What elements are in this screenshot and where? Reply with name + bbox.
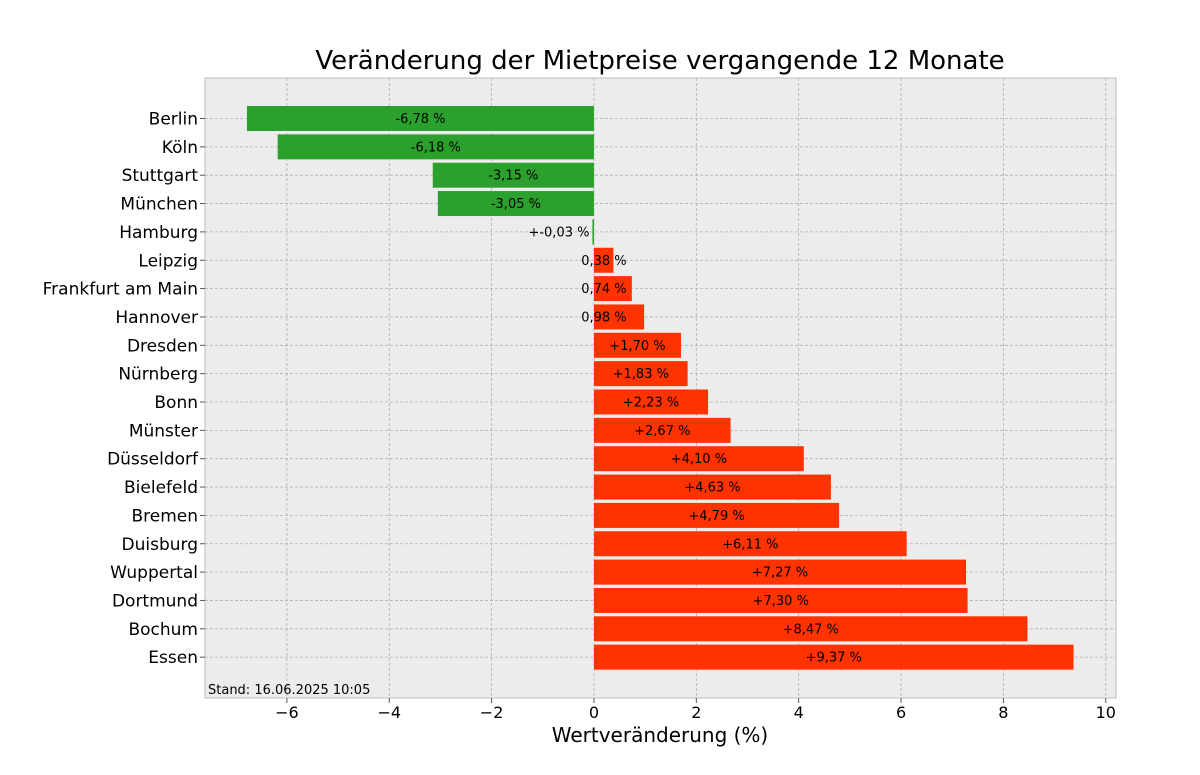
data-label: +4,10 % bbox=[671, 452, 727, 467]
data-label: -3,05 % bbox=[491, 197, 541, 212]
bar bbox=[593, 446, 804, 472]
bar bbox=[593, 474, 831, 500]
category-label: Wuppertal bbox=[110, 563, 198, 583]
category-label: Bochum bbox=[128, 620, 198, 640]
bar bbox=[593, 417, 731, 443]
x-tick-label: 4 bbox=[794, 703, 804, 722]
category-label: Bielefeld bbox=[124, 478, 198, 498]
data-label: +1,70 % bbox=[609, 339, 665, 354]
chart-title: Veränderung der Mietpreise vergangende 1… bbox=[315, 46, 1004, 76]
x-tick-label: −4 bbox=[377, 703, 401, 722]
bar bbox=[277, 134, 594, 160]
category-label: Bremen bbox=[131, 506, 198, 526]
bar bbox=[593, 644, 1074, 670]
x-tick-label: 0 bbox=[589, 703, 599, 722]
data-label: +4,63 % bbox=[684, 481, 740, 496]
category-label: Hamburg bbox=[119, 223, 198, 243]
x-tick-label: 10 bbox=[1096, 703, 1116, 722]
data-label: +8,47 % bbox=[783, 622, 839, 637]
data-label: 0,98 % bbox=[581, 310, 626, 325]
data-label: 0,74 % bbox=[581, 282, 626, 297]
category-label: Köln bbox=[162, 138, 198, 158]
bar bbox=[593, 559, 967, 585]
category-label: Düsseldorf bbox=[107, 450, 199, 470]
data-label: +9,37 % bbox=[806, 651, 862, 666]
bar bbox=[592, 219, 594, 245]
data-label: -3,15 % bbox=[488, 169, 538, 184]
data-label: -6,78 % bbox=[395, 112, 445, 127]
data-label: +2,23 % bbox=[623, 396, 679, 411]
x-tick-label: −2 bbox=[480, 703, 504, 722]
label-layer: -6,78 % -6,18 % -3,15 % -3,05 % +-0,03 % 0,38… bbox=[395, 112, 862, 666]
category-label: Münster bbox=[129, 421, 198, 441]
data-label: +7,30 % bbox=[753, 594, 809, 609]
category-label: Duisburg bbox=[122, 535, 199, 555]
category-label: Dresden bbox=[127, 336, 198, 356]
data-label: +4,79 % bbox=[688, 509, 744, 524]
bar bbox=[432, 162, 594, 188]
category-label: München bbox=[120, 195, 198, 215]
bar bbox=[246, 106, 594, 131]
bar bbox=[593, 502, 840, 528]
x-axis-label: Wertveränderung (%) bbox=[552, 723, 769, 747]
data-label: +6,11 % bbox=[722, 537, 778, 552]
x-tick-label: 2 bbox=[691, 703, 701, 722]
bar bbox=[593, 587, 968, 613]
x-tick-label: −6 bbox=[275, 703, 299, 722]
category-label: Nürnberg bbox=[118, 365, 198, 385]
data-label: +1,83 % bbox=[613, 367, 669, 382]
bar bbox=[593, 389, 709, 415]
axis-layer: −6 −4 −2 0 2 4 6 8 10 Berlin Köln Stuttgart München H… bbox=[43, 110, 1116, 723]
bar bbox=[593, 616, 1028, 642]
bar bbox=[437, 191, 594, 217]
category-label: Stuttgart bbox=[122, 166, 199, 186]
bar bbox=[593, 304, 645, 330]
category-label: Leipzig bbox=[138, 251, 198, 271]
bar bbox=[593, 332, 681, 358]
category-label: Bonn bbox=[154, 393, 198, 413]
category-label: Frankfurt am Main bbox=[43, 280, 198, 300]
category-label: Hannover bbox=[115, 308, 198, 328]
category-label: Dortmund bbox=[112, 591, 198, 611]
bar bbox=[593, 531, 907, 557]
bar bbox=[593, 361, 688, 387]
data-label: +2,67 % bbox=[634, 424, 690, 439]
x-tick-label: 6 bbox=[896, 703, 906, 722]
data-label: 0,38 % bbox=[581, 254, 626, 269]
data-label: -6,18 % bbox=[411, 140, 461, 155]
bar bbox=[593, 247, 614, 273]
data-label: +7,27 % bbox=[752, 566, 808, 581]
category-label: Berlin bbox=[149, 110, 198, 130]
data-label: +-0,03 % bbox=[528, 225, 589, 240]
bar bbox=[593, 276, 632, 302]
timestamp-annotation: Stand: 16.06.2025 10:05 bbox=[208, 683, 370, 698]
x-tick-label: 8 bbox=[998, 703, 1008, 722]
bar-layer bbox=[246, 106, 1074, 670]
category-label: Essen bbox=[148, 648, 198, 668]
